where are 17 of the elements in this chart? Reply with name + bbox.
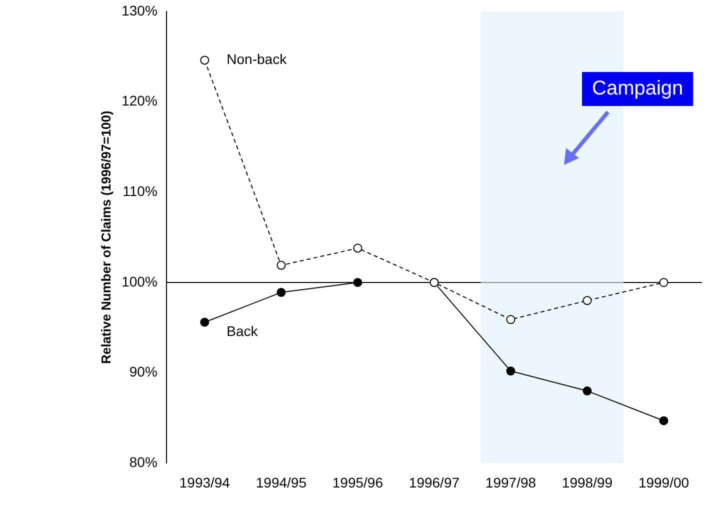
y-tick-label: 80% (129, 454, 158, 470)
x-tick-label: 1995/96 (332, 474, 384, 490)
series-label: Non-back (226, 51, 288, 68)
y-tick-label: 90% (129, 364, 158, 380)
y-tick-label: 120% (122, 92, 158, 109)
x-tick-label: 1997/98 (485, 474, 536, 490)
series-label: Back (226, 323, 259, 340)
y-tick-label: 100% (122, 273, 158, 290)
x-tick-label: 1996/97 (408, 474, 460, 490)
y-tick-label: 130% (122, 2, 158, 18)
y-tick-label: 110% (122, 182, 158, 199)
x-tick-label: 1999/00 (638, 474, 690, 490)
x-tick-label: 1994/95 (256, 474, 307, 490)
x-tick-label: 1993/94 (179, 474, 230, 490)
x-tick-label: 1998/99 (562, 474, 613, 490)
band-label: Campaign (592, 78, 684, 100)
y-axis-title: Relative Number of Claims (1996/97=100) (98, 110, 114, 364)
